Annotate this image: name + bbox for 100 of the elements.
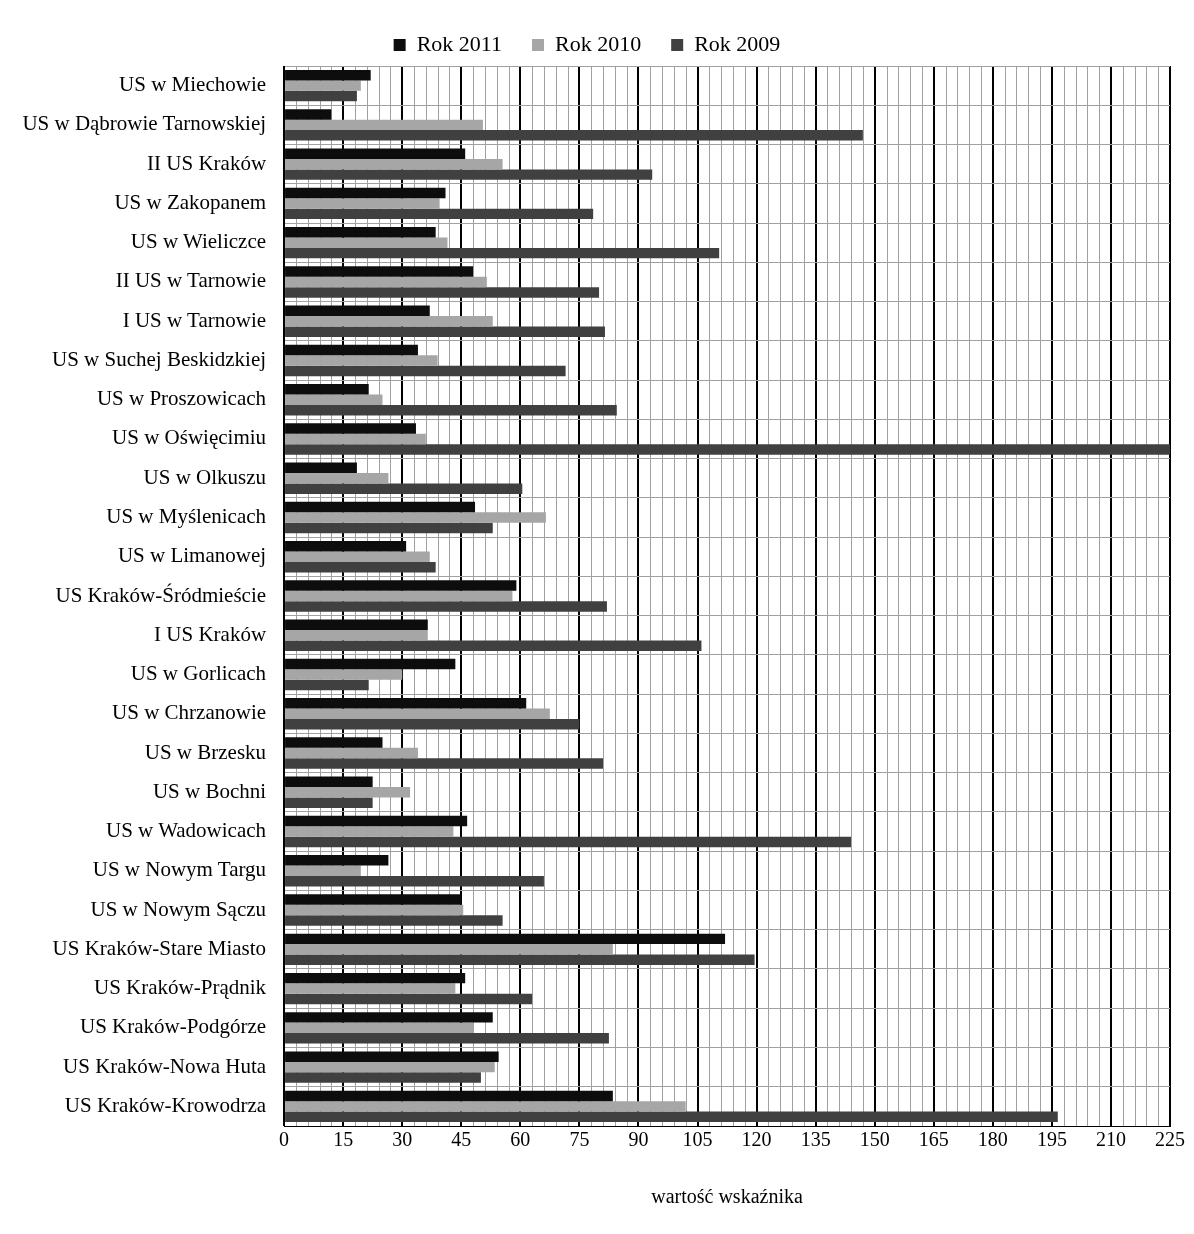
bar	[285, 109, 332, 120]
x-tick-label: 210	[1095, 1128, 1126, 1151]
legend-label: Rok 2010	[555, 30, 642, 56]
x-tick-label: 225	[1155, 1128, 1185, 1151]
bar	[285, 944, 613, 955]
y-tick-label: US w Suchej Beskidzkiej	[52, 346, 267, 371]
x-tick-label: 165	[918, 1128, 949, 1151]
y-tick-label: US w Nowym Targu	[92, 857, 267, 882]
x-tick-label: 195	[1036, 1128, 1067, 1151]
bar	[285, 444, 1170, 455]
bar	[285, 1033, 609, 1044]
bar	[285, 719, 580, 730]
bar	[285, 698, 527, 709]
bar	[285, 640, 702, 651]
y-tick-label: I US Kraków	[154, 621, 267, 646]
bar	[285, 972, 466, 984]
bar	[285, 876, 544, 887]
x-tick-label: 120	[741, 1128, 772, 1151]
bar	[285, 954, 755, 966]
bar	[285, 287, 600, 298]
bar	[285, 865, 361, 877]
x-tick-label: 15	[333, 1128, 354, 1151]
x-tick-label: 135	[800, 1128, 831, 1151]
y-tick-label: US w Zakopanem	[114, 189, 267, 214]
bar	[285, 983, 456, 994]
bar	[285, 208, 594, 220]
bar	[285, 658, 456, 670]
y-tick-label: US w Olkuszu	[143, 464, 267, 489]
bar	[285, 462, 357, 473]
x-tick-label: 60	[510, 1128, 531, 1151]
y-tick-label: US w Oświęcimiu	[112, 425, 267, 450]
bar	[285, 501, 476, 513]
bar	[285, 1051, 499, 1062]
y-tick-label: US w Chrzanowie	[112, 700, 267, 725]
y-tick-label: II US Kraków	[147, 150, 267, 175]
y-tick-label: US w Proszowicach	[96, 386, 267, 411]
bar	[285, 483, 523, 494]
y-tick-label: US Kraków-Krowodrza	[64, 1092, 267, 1117]
x-tick-label: 150	[859, 1128, 890, 1151]
y-tick-label: US w Myślenicach	[106, 504, 267, 528]
bar	[285, 130, 863, 141]
x-tick-label: 0	[279, 1128, 290, 1151]
y-tick-label: US w Wieliczce	[130, 229, 267, 254]
legend-label: Rok 2009	[694, 30, 781, 56]
bar	[285, 679, 369, 691]
bar	[285, 169, 653, 180]
bar	[285, 590, 513, 602]
bar	[285, 758, 603, 769]
y-tick-label: US w Brzesku	[144, 739, 267, 764]
x-tick-label: 45	[451, 1128, 472, 1151]
bar	[285, 826, 454, 837]
bar	[285, 522, 493, 534]
bar	[285, 226, 436, 238]
bar	[285, 247, 720, 259]
bar	[285, 815, 468, 827]
bar	[285, 836, 852, 848]
y-tick-label: US w Limanowej	[117, 543, 267, 568]
y-tick-label: US Kraków-Podgórze	[80, 1014, 267, 1039]
bar	[285, 187, 446, 199]
bar	[285, 561, 436, 573]
bar	[285, 993, 533, 1005]
bar	[285, 1012, 493, 1023]
bar	[285, 933, 726, 945]
y-tick-label: US w Wadowicach	[106, 818, 267, 843]
bar	[285, 797, 373, 808]
bar	[285, 365, 566, 377]
bar	[285, 915, 503, 926]
bar	[285, 1090, 613, 1102]
x-tick-label: 90	[628, 1128, 649, 1151]
bar	[285, 69, 371, 81]
legend-label: Rok 2011	[416, 30, 503, 56]
bar	[285, 305, 430, 316]
bar	[285, 619, 428, 631]
bar	[285, 80, 361, 91]
y-tick-label: US Kraków-Śródmieście	[55, 582, 267, 607]
y-tick-label: US w Nowym Sączu	[90, 896, 267, 921]
y-tick-label: II US w Tarnowie	[115, 268, 267, 293]
x-tick-label: 30	[392, 1128, 413, 1151]
bar	[285, 423, 416, 434]
bar	[285, 776, 373, 788]
bar	[285, 904, 464, 916]
bar	[285, 404, 617, 416]
bar	[285, 266, 474, 277]
bar	[285, 630, 428, 641]
bar	[285, 1072, 481, 1083]
x-tick-label: 180	[977, 1128, 1008, 1151]
bar	[285, 344, 418, 356]
y-tick-label: US w Gorlicach	[130, 661, 267, 686]
bar	[285, 601, 607, 612]
bar	[285, 384, 369, 395]
x-axis-title: wartość wskaźnika	[651, 1185, 803, 1208]
bar	[285, 580, 517, 591]
bar	[285, 855, 389, 866]
bar	[285, 1111, 1058, 1123]
bar	[285, 326, 605, 337]
y-tick-label: I US w Tarnowie	[122, 307, 267, 332]
bar	[285, 737, 383, 748]
y-tick-label: US Kraków-Nowa Huta	[63, 1053, 267, 1078]
x-tick-label: 75	[569, 1128, 590, 1151]
bar	[285, 198, 440, 209]
